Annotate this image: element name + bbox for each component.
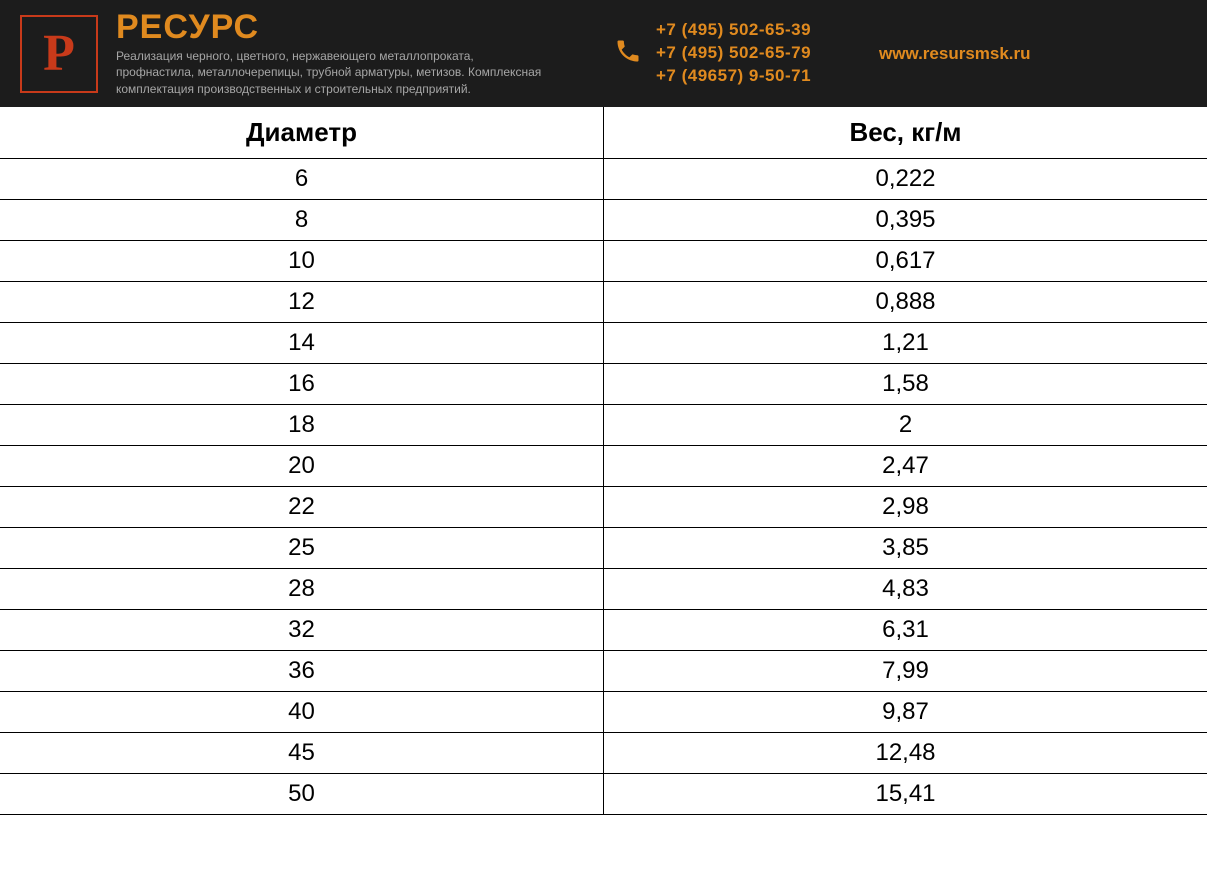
cell-weight: 0,888: [604, 282, 1207, 323]
logo-box: Р: [20, 15, 98, 93]
cell-diameter: 36: [0, 651, 604, 692]
cell-weight: 7,99: [604, 651, 1207, 692]
table-row: 60,222: [0, 159, 1207, 200]
cell-weight: 2,98: [604, 487, 1207, 528]
table-row: 80,395: [0, 200, 1207, 241]
brand-block: РЕСУРС Реализация черного, цветного, нер…: [116, 10, 546, 97]
table-row: 141,21: [0, 323, 1207, 364]
table-row: 284,83: [0, 569, 1207, 610]
table-row: 4512,48: [0, 733, 1207, 774]
cell-weight: 12,48: [604, 733, 1207, 774]
cell-weight: 1,58: [604, 364, 1207, 405]
cell-diameter: 20: [0, 446, 604, 487]
cell-diameter: 8: [0, 200, 604, 241]
phone-block: +7 (495) 502-65-39 +7 (495) 502-65-79 +7…: [614, 19, 811, 88]
col-header-weight: Вес, кг/м: [604, 107, 1207, 159]
table-row: 161,58: [0, 364, 1207, 405]
cell-diameter: 50: [0, 774, 604, 815]
cell-diameter: 14: [0, 323, 604, 364]
table-row: 182: [0, 405, 1207, 446]
table-row: 120,888: [0, 282, 1207, 323]
cell-weight: 9,87: [604, 692, 1207, 733]
cell-diameter: 12: [0, 282, 604, 323]
website-link[interactable]: www.resursmsk.ru: [879, 44, 1031, 64]
logo-letter: Р: [43, 24, 75, 83]
phone-number: +7 (49657) 9-50-71: [656, 65, 811, 88]
cell-diameter: 40: [0, 692, 604, 733]
table-header-row: Диаметр Вес, кг/м: [0, 107, 1207, 159]
table-row: 100,617: [0, 241, 1207, 282]
cell-weight: 0,617: [604, 241, 1207, 282]
page-header: Р РЕСУРС Реализация черного, цветного, н…: [0, 0, 1207, 107]
table-row: 367,99: [0, 651, 1207, 692]
cell-weight: 3,85: [604, 528, 1207, 569]
table-row: 202,47: [0, 446, 1207, 487]
cell-diameter: 32: [0, 610, 604, 651]
table-row: 409,87: [0, 692, 1207, 733]
cell-weight: 2,47: [604, 446, 1207, 487]
phone-icon: [614, 37, 642, 70]
cell-weight: 15,41: [604, 774, 1207, 815]
brand-name: РЕСУРС: [116, 10, 546, 44]
col-header-diameter: Диаметр: [0, 107, 604, 159]
cell-diameter: 45: [0, 733, 604, 774]
cell-diameter: 16: [0, 364, 604, 405]
cell-weight: 2: [604, 405, 1207, 446]
cell-weight: 6,31: [604, 610, 1207, 651]
brand-tagline: Реализация черного, цветного, нержавеюще…: [116, 48, 546, 97]
phone-number: +7 (495) 502-65-39: [656, 19, 811, 42]
cell-diameter: 22: [0, 487, 604, 528]
cell-diameter: 18: [0, 405, 604, 446]
cell-diameter: 6: [0, 159, 604, 200]
table-row: 326,31: [0, 610, 1207, 651]
cell-weight: 1,21: [604, 323, 1207, 364]
phone-list: +7 (495) 502-65-39 +7 (495) 502-65-79 +7…: [656, 19, 811, 88]
phone-number: +7 (495) 502-65-79: [656, 42, 811, 65]
cell-diameter: 10: [0, 241, 604, 282]
cell-weight: 0,222: [604, 159, 1207, 200]
table-row: 253,85: [0, 528, 1207, 569]
cell-weight: 4,83: [604, 569, 1207, 610]
cell-diameter: 28: [0, 569, 604, 610]
data-table: Диаметр Вес, кг/м 60,22280,395100,617120…: [0, 107, 1207, 815]
cell-diameter: 25: [0, 528, 604, 569]
cell-weight: 0,395: [604, 200, 1207, 241]
table-row: 222,98: [0, 487, 1207, 528]
table-row: 5015,41: [0, 774, 1207, 815]
